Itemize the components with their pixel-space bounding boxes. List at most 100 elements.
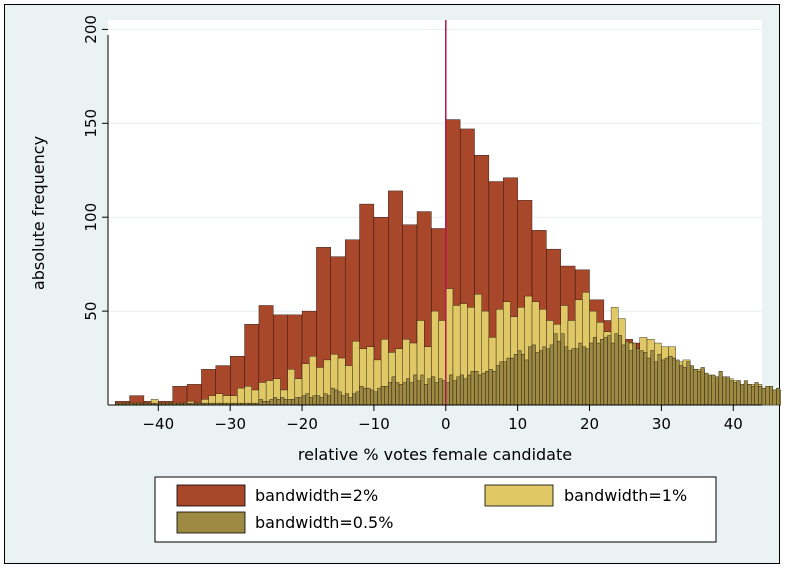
y-tick-label-3: 200 — [82, 15, 100, 44]
bar-05pct-109 — [506, 357, 511, 406]
bar-05pct-160 — [689, 365, 694, 406]
legend-swatch-1pct — [484, 484, 554, 507]
legend-box — [154, 476, 717, 543]
bar-05pct-71 — [370, 389, 375, 406]
bar-05pct-97 — [463, 378, 468, 406]
bar-05pct-95 — [456, 376, 461, 406]
bar-05pct-138 — [610, 342, 615, 406]
bar-05pct-134 — [596, 342, 601, 406]
bar-05pct-47 — [283, 399, 288, 406]
bar-05pct-161 — [693, 369, 698, 406]
bar-05pct-48 — [287, 399, 292, 406]
bars-group — [115, 119, 781, 406]
bar-1pct-17 — [237, 387, 245, 406]
bar-05pct-87 — [427, 378, 432, 406]
x-tick-label-0: −40 — [142, 415, 174, 433]
bar-05pct-62 — [337, 391, 342, 406]
bar-05pct-126 — [567, 350, 572, 406]
bar-05pct-149 — [650, 350, 655, 406]
gridlines — [108, 28, 762, 312]
bar-05pct-151 — [657, 354, 662, 406]
bar-05pct-180 — [761, 387, 766, 406]
bar-05pct-176 — [747, 384, 752, 406]
bar-05pct-170 — [725, 376, 730, 406]
bar-05pct-74 — [380, 386, 385, 406]
bar-05pct-75 — [384, 386, 389, 406]
bar-05pct-82 — [409, 382, 414, 406]
bar-05pct-63 — [341, 395, 346, 406]
bar-05pct-178 — [754, 382, 759, 406]
bar-05pct-42 — [265, 401, 270, 406]
bar-05pct-152 — [661, 359, 666, 406]
x-tick-label-2: −20 — [286, 415, 318, 433]
legend: bandwidth=2% bandwidth=1% bandwidth=0.5% — [154, 476, 717, 543]
bar-05pct-179 — [758, 386, 763, 406]
bar-05pct-130 — [582, 346, 587, 406]
bar-05pct-90 — [438, 378, 443, 406]
chart-frame: −40 −30 −20 −10 0 10 20 30 40 50 100 150 200 relati… — [4, 4, 781, 564]
bar-05pct-143 — [628, 350, 633, 406]
bar-05pct-80 — [402, 382, 407, 406]
bar-05pct-118 — [539, 350, 543, 406]
bar-05pct-85 — [420, 374, 425, 406]
bar-05pct-93 — [449, 374, 454, 406]
bar-05pct-131 — [585, 348, 590, 406]
bar-05pct-121 — [549, 344, 554, 406]
bar-05pct-58 — [323, 393, 328, 406]
x-axis-ticks: −40 −30 −20 −10 0 10 20 30 40 — [142, 405, 743, 433]
series-05pct — [115, 333, 781, 406]
histogram-chart: −40 −30 −20 −10 0 10 20 30 40 50 100 150 200 relati… — [29, 15, 781, 543]
bar-05pct-99 — [470, 371, 475, 406]
bar-05pct-157 — [679, 365, 684, 406]
bar-05pct-116 — [531, 344, 536, 406]
legend-label-2pct: bandwidth=2% — [255, 486, 378, 505]
bar-05pct-119 — [542, 346, 547, 406]
bar-05pct-104 — [488, 369, 493, 406]
y-tick-label-0: 50 — [82, 302, 100, 321]
bar-05pct-123 — [557, 340, 561, 406]
bar-05pct-83 — [413, 374, 418, 406]
bar-05pct-67 — [355, 391, 360, 406]
y-tick-label-2: 150 — [82, 109, 100, 138]
bar-05pct-54 — [309, 397, 313, 406]
bar-05pct-139 — [614, 333, 619, 406]
bar-05pct-103 — [485, 371, 490, 406]
legend-swatch-05pct — [176, 511, 246, 534]
bar-05pct-165 — [707, 374, 712, 406]
bar-05pct-61 — [334, 389, 339, 406]
bar-05pct-94 — [452, 380, 457, 406]
bar-05pct-72 — [373, 391, 378, 406]
bar-05pct-133 — [592, 337, 597, 406]
bar-05pct-112 — [517, 350, 522, 406]
bar-05pct-44 — [273, 397, 278, 406]
bar-05pct-101 — [477, 374, 482, 406]
bar-05pct-65 — [348, 397, 353, 406]
bar-05pct-137 — [607, 335, 612, 406]
bar-05pct-171 — [729, 380, 734, 406]
bar-05pct-148 — [646, 357, 651, 406]
bar-05pct-166 — [711, 374, 716, 406]
bar-05pct-132 — [589, 342, 594, 406]
bar-05pct-164 — [704, 372, 709, 406]
x-tick-label-1: −30 — [214, 415, 246, 433]
bar-05pct-49 — [291, 399, 296, 406]
bar-05pct-52 — [301, 395, 306, 406]
bar-05pct-70 — [366, 387, 371, 406]
bar-05pct-56 — [316, 395, 321, 406]
bar-05pct-185 — [779, 389, 781, 406]
bar-05pct-142 — [625, 340, 630, 406]
x-tick-label-4: 0 — [441, 415, 451, 433]
bar-05pct-89 — [434, 382, 439, 406]
bar-05pct-155 — [671, 357, 676, 406]
bar-05pct-168 — [718, 371, 723, 406]
bar-05pct-84 — [416, 380, 421, 406]
bar-05pct-66 — [352, 393, 357, 406]
legend-swatch-2pct — [176, 484, 246, 507]
bar-05pct-169 — [722, 376, 727, 406]
x-tick-label-6: 20 — [580, 415, 599, 433]
bar-05pct-102 — [481, 372, 486, 406]
x-tick-label-3: −10 — [358, 415, 390, 433]
x-tick-label-8: 40 — [724, 415, 743, 433]
bar-05pct-73 — [377, 387, 382, 406]
bar-05pct-124 — [560, 333, 565, 406]
